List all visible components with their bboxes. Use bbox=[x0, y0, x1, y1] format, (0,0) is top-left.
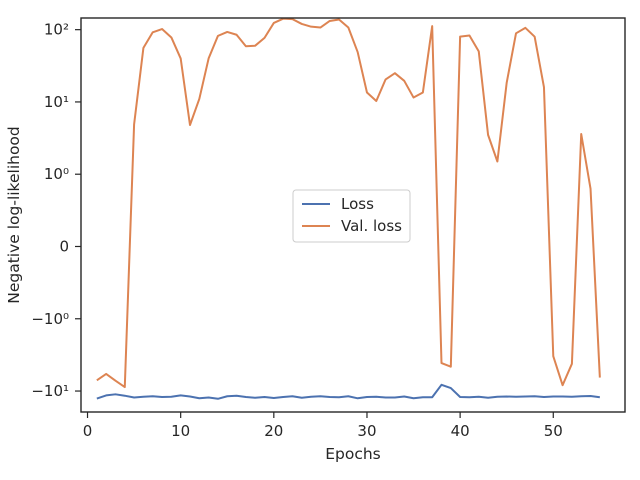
x-tick-label: 40 bbox=[451, 422, 470, 440]
y-tick-label: 10² bbox=[44, 21, 69, 39]
legend-label-loss: Loss bbox=[341, 195, 374, 213]
legend: Loss Val. loss bbox=[292, 189, 411, 243]
y-tick-label: 0 bbox=[59, 237, 69, 255]
x-axis-label: Epochs bbox=[325, 445, 381, 463]
series-line-loss bbox=[96, 383, 600, 400]
y-tick-label: −10¹ bbox=[31, 382, 69, 400]
plot-frame bbox=[80, 17, 626, 413]
y-tick-label: 10¹ bbox=[44, 93, 69, 111]
legend-label-val-loss: Val. loss bbox=[341, 217, 402, 235]
y-tick-label: 10⁰ bbox=[44, 165, 69, 183]
series-lines bbox=[96, 17, 601, 400]
x-tick-label: 20 bbox=[264, 422, 283, 440]
x-tick-label: 10 bbox=[171, 422, 190, 440]
x-axis-ticks: 0 10 20 30 40 50 bbox=[83, 412, 563, 440]
x-tick-label: 50 bbox=[544, 422, 563, 440]
y-tick-label: −10⁰ bbox=[31, 310, 69, 328]
x-tick-label: 0 bbox=[83, 422, 93, 440]
series-line-val-loss bbox=[96, 17, 601, 389]
x-tick-label: 30 bbox=[357, 422, 376, 440]
y-axis-ticks: 10² 10¹ 10⁰ 0 −10⁰ −10¹ bbox=[31, 21, 81, 400]
y-axis-label: Negative log-likelihood bbox=[5, 126, 23, 304]
